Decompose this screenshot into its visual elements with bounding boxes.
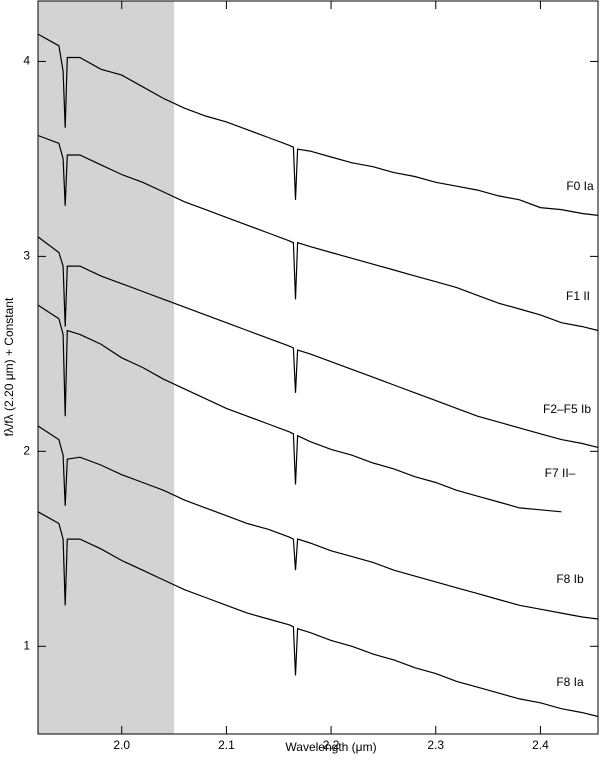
spectrum-line bbox=[37, 425, 599, 620]
y-tick-label: 4 bbox=[23, 54, 30, 68]
x-axis-label: Wavelength (μm) bbox=[285, 740, 376, 754]
shaded-region bbox=[38, 1, 175, 734]
spectrum-line bbox=[37, 304, 562, 513]
series-label: F8 Ia bbox=[556, 675, 584, 689]
series-label: F0 Ia bbox=[566, 179, 594, 193]
y-tick-label: 2 bbox=[23, 443, 30, 457]
series-label: F2–F5 Ib bbox=[543, 402, 591, 416]
x-tick-label: 2.1 bbox=[218, 738, 235, 752]
y-axis-label: fλ/fλ (2.20 μm) + Constant bbox=[2, 297, 16, 436]
series-label: F7 II– bbox=[545, 466, 576, 480]
y-tick-label: 3 bbox=[23, 249, 30, 263]
x-tick-label: 2.3 bbox=[427, 738, 444, 752]
spectrum-line bbox=[37, 134, 599, 332]
y-tick-label: 1 bbox=[23, 638, 30, 652]
x-tick-label: 2.4 bbox=[532, 738, 549, 752]
spectrum-line bbox=[37, 33, 599, 216]
plot-frame bbox=[37, 0, 599, 735]
spectrum-line bbox=[37, 511, 599, 718]
spectrum-line bbox=[37, 236, 599, 448]
x-tick-label: 2.0 bbox=[113, 738, 130, 752]
x-tick-label: 2.2 bbox=[323, 738, 340, 752]
series-label: F1 II bbox=[566, 289, 590, 303]
series-label: F8 Ib bbox=[556, 572, 584, 586]
